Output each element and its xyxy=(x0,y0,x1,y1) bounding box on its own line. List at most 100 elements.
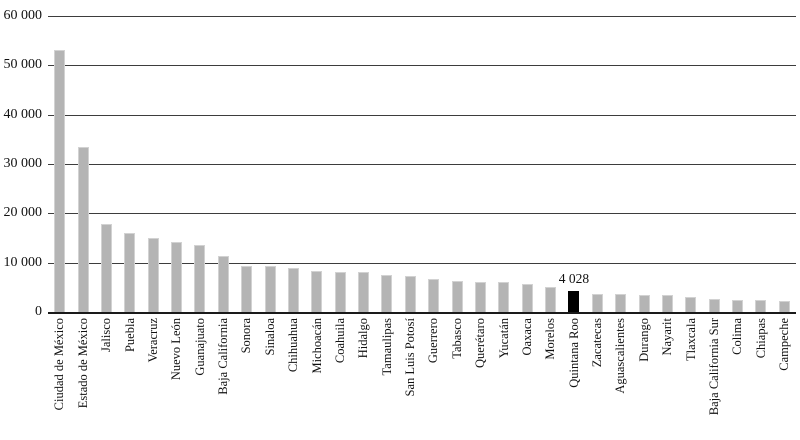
bar-cell-0 xyxy=(48,16,71,312)
x-label-cell: Colima xyxy=(726,318,749,440)
gridline xyxy=(48,213,796,215)
bar-cell-10 xyxy=(282,16,305,312)
x-label-cell: Baja California Sur xyxy=(703,318,726,440)
y-tick-label: 30 000 xyxy=(3,156,43,171)
bar xyxy=(615,294,627,312)
bar xyxy=(685,296,697,312)
x-label-cell: Baja California xyxy=(212,318,235,440)
x-tick-label: Michoacán xyxy=(309,318,324,374)
x-label-cell: Zacatecas xyxy=(586,318,609,440)
bar-cell-16 xyxy=(422,16,445,312)
x-tick-label: Durango xyxy=(636,318,651,362)
x-tick-label: Tamaulipas xyxy=(379,318,394,376)
x-tick-label: Campeche xyxy=(777,318,792,371)
x-axis-labels: Ciudad de México Estado de México Jalisco P… xyxy=(48,318,796,440)
x-tick-label: Colima xyxy=(730,318,745,355)
bar-cell-21 xyxy=(539,16,562,312)
bar xyxy=(474,281,486,312)
bar-cell-25 xyxy=(632,16,655,312)
x-tick-label: Chiapas xyxy=(753,318,768,359)
x-tick-label: Estado de México xyxy=(75,318,90,409)
x-tick-label: Aguascalientes xyxy=(613,318,628,394)
y-tick-label: 20 000 xyxy=(3,205,43,221)
bar-cell-11 xyxy=(305,16,328,312)
x-tick-label: San Luis Potosí xyxy=(403,318,418,397)
bar xyxy=(334,272,346,312)
bar-cell-4 xyxy=(142,16,165,312)
bar xyxy=(778,300,790,312)
bar-cell-13 xyxy=(352,16,375,312)
x-tick-label: Jalisco xyxy=(99,318,114,353)
bar xyxy=(708,298,720,312)
bar-cell-6 xyxy=(188,16,211,312)
bar xyxy=(100,224,112,312)
x-tick-label: Tabasco xyxy=(449,318,464,359)
gridline xyxy=(48,114,796,116)
bar-cell-18 xyxy=(469,16,492,312)
x-tick-label: Chihuahua xyxy=(286,318,301,373)
x-label-cell: Guanajuato xyxy=(188,318,211,440)
bar-cell-27 xyxy=(679,16,702,312)
x-label-cell: Nayarit xyxy=(656,318,679,440)
bar-cell-28 xyxy=(703,16,726,312)
x-tick-label: Hidalgo xyxy=(356,318,371,359)
x-label-cell: Tlaxcala xyxy=(679,318,702,440)
x-label-cell: Sinaloa xyxy=(258,318,281,440)
x-label-cell: Querétaro xyxy=(469,318,492,440)
bar xyxy=(591,293,603,312)
bar xyxy=(381,274,393,312)
bar-cell-15 xyxy=(399,16,422,312)
bar xyxy=(77,146,89,312)
gridline xyxy=(48,164,796,165)
bar xyxy=(638,294,650,312)
bar-cell-9 xyxy=(258,16,281,312)
x-label-cell: Tabasco xyxy=(445,318,468,440)
x-label-cell: Campeche xyxy=(773,318,796,440)
plot-area: 4 028 xyxy=(48,16,796,314)
x-label-cell: Puebla xyxy=(118,318,141,440)
bar-cell-17 xyxy=(445,16,468,312)
bar-highlight-quintana-roo xyxy=(568,291,580,312)
bar xyxy=(194,244,206,312)
bar xyxy=(498,282,510,312)
bar xyxy=(311,271,323,312)
bar xyxy=(661,295,673,312)
y-tick-label: 10 000 xyxy=(3,254,43,270)
bar-cell-19 xyxy=(492,16,515,312)
x-label-cell: Sonora xyxy=(235,318,258,440)
x-tick-label: Veracruz xyxy=(145,318,160,363)
bar xyxy=(755,299,767,312)
x-tick-label: Sinaloa xyxy=(262,318,277,356)
bar xyxy=(428,279,440,312)
x-tick-label: Tlaxcala xyxy=(683,318,698,362)
bar-cell-29 xyxy=(726,16,749,312)
x-tick-label: Baja California xyxy=(216,318,231,395)
x-label-cell: Morelos xyxy=(539,318,562,440)
bars-container: 4 028 xyxy=(48,16,796,312)
bar xyxy=(264,266,276,312)
gridline xyxy=(48,262,796,264)
bar-cell-20 xyxy=(516,16,539,312)
x-label-cell: Jalisco xyxy=(95,318,118,440)
x-tick-label: Yucatán xyxy=(496,318,511,359)
y-tick-label: 40 000 xyxy=(3,106,43,122)
bar-cell-30 xyxy=(749,16,772,312)
bar xyxy=(54,49,66,312)
bar-cell-24 xyxy=(609,16,632,312)
x-tick-label: Nayarit xyxy=(660,318,675,356)
value-annotation: 4 028 xyxy=(558,271,590,287)
bar-cell-2 xyxy=(95,16,118,312)
y-tick-label: 0 xyxy=(35,304,42,319)
x-tick-label: Oaxaca xyxy=(519,318,534,356)
x-label-cell: San Luis Potosí xyxy=(399,318,422,440)
x-tick-label: Zacatecas xyxy=(590,318,605,368)
x-label-cell: Tamaulipas xyxy=(375,318,398,440)
bar-cell-26 xyxy=(656,16,679,312)
x-tick-label: Morelos xyxy=(543,318,558,360)
x-label-cell: Oaxaca xyxy=(516,318,539,440)
x-tick-label: Ciudad de México xyxy=(52,318,67,411)
x-tick-label: Quintana Roo xyxy=(566,318,581,388)
bar-cell-23 xyxy=(586,16,609,312)
y-tick-label: 60 000 xyxy=(3,8,43,23)
bar-cell-8 xyxy=(235,16,258,312)
